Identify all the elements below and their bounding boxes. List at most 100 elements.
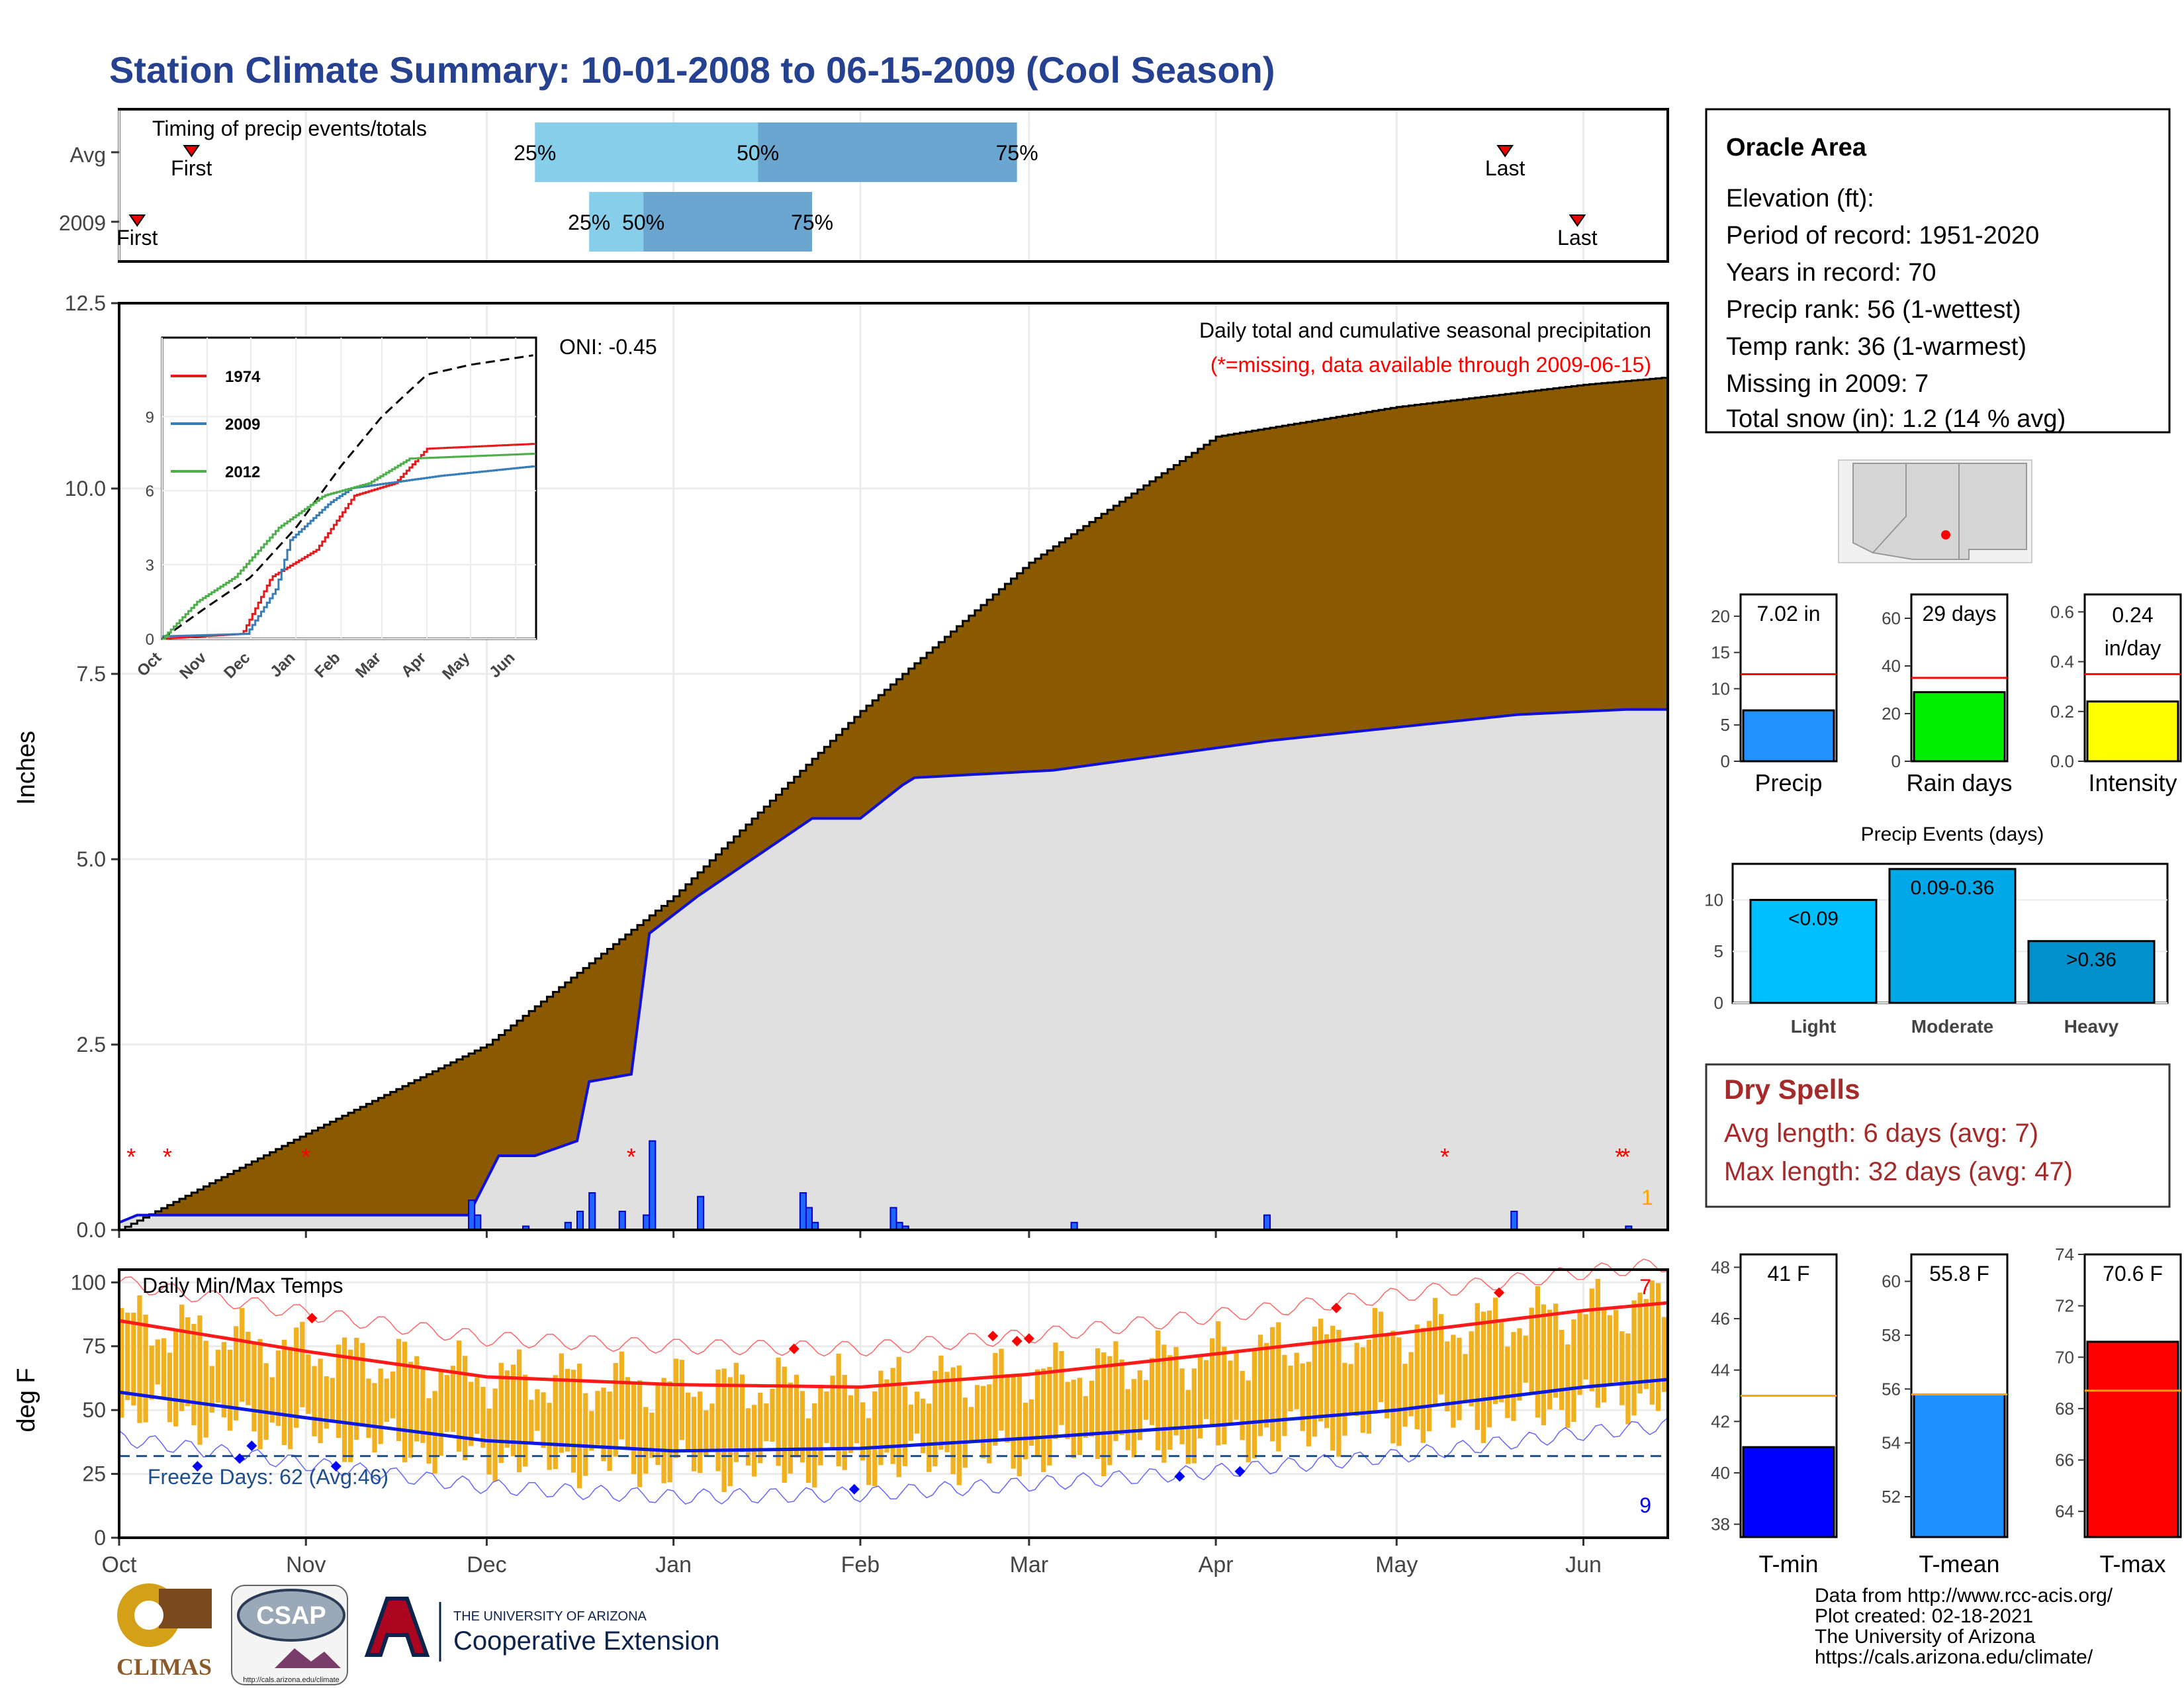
csap-logo: CSAP http://cals.arizona.edu/climate <box>231 1585 348 1685</box>
station-box-frame <box>1705 108 2171 434</box>
daily-temp-range-bar <box>1480 1311 1486 1443</box>
daily-temp-range-bar <box>782 1366 787 1483</box>
precip-panel-frame <box>118 302 1669 1231</box>
daily-temp-range-bar <box>1402 1364 1408 1427</box>
daily-temp-range-bar <box>667 1381 672 1483</box>
daily-temp-range-bar <box>318 1358 323 1444</box>
t-mean-value-label: 55.8 F <box>1929 1262 1989 1286</box>
t-max-ytick-label-2: 68 <box>2055 1399 2074 1419</box>
daily-temp-range-bar <box>619 1351 625 1440</box>
inset-legend-label-2012: 2012 <box>225 463 260 481</box>
daily-temp-range-bar <box>1023 1402 1028 1460</box>
temp-panel-frame <box>118 1268 1669 1539</box>
daily-temp-range-bar <box>1595 1278 1601 1408</box>
daily-temp-range-bar <box>1282 1354 1287 1436</box>
daily-temp-range-bar <box>396 1338 402 1441</box>
daily-temp-range-bar <box>269 1377 275 1423</box>
daily-temp-range-bar <box>246 1331 251 1405</box>
precip-ytick-label-3: 7.5 <box>77 662 106 686</box>
precip-events-bar-light <box>1749 898 1878 1004</box>
daily-temp-range-bar <box>1330 1325 1336 1451</box>
current-cumulative-area <box>119 709 1668 1230</box>
daily-temp-range-bar <box>570 1370 576 1473</box>
daily-temp-range-bar <box>553 1375 558 1470</box>
daily-temp-range-bar <box>1342 1362 1347 1436</box>
timing-row-2009-label: 2009 <box>59 211 106 235</box>
precip-total-value-label: 7.02 in <box>1756 602 1820 626</box>
daily-precip-bar <box>805 1207 813 1231</box>
record-high-marker <box>1331 1302 1342 1313</box>
month-tick-label-2: Dec <box>467 1552 506 1577</box>
daily-temp-range-bar <box>1396 1337 1402 1446</box>
record-high-marker <box>306 1313 318 1324</box>
precip-events-title: Precip Events (days) <box>1861 823 2044 845</box>
daily-temp-range-bar <box>408 1362 414 1458</box>
missing-marker: * <box>627 1143 636 1170</box>
daily-temp-range-bar <box>480 1387 486 1448</box>
daily-temp-range-bar <box>1005 1374 1010 1443</box>
daily-temp-range-bar <box>402 1341 408 1463</box>
daily-temp-range-bar <box>679 1360 685 1440</box>
daily-temp-range-bar <box>914 1391 920 1434</box>
daily-temp-range-bar <box>221 1342 227 1418</box>
daily-temp-range-bar <box>462 1356 468 1460</box>
t-mean-ytick-label-1: 54 <box>1882 1433 1901 1453</box>
precip-total-ytick-label-1: 5 <box>1721 715 1730 735</box>
daily-temp-range-bar <box>251 1343 257 1432</box>
precip-total-ytick-label-3: 15 <box>1711 643 1730 663</box>
daily-temp-range-bar <box>360 1342 365 1427</box>
daily-temp-range-bar <box>1439 1314 1444 1395</box>
daily-temp-range-bar <box>523 1374 528 1467</box>
record-high-envelope <box>118 1258 1668 1357</box>
daily-temp-range-bar <box>1372 1307 1378 1414</box>
daily-temp-range-bar <box>1492 1297 1498 1404</box>
timing-pct-y2009-q25: 25% <box>568 211 610 234</box>
daily-temp-range-bar <box>1390 1331 1396 1444</box>
credit-line-university: The University of Arizona <box>1815 1626 2036 1648</box>
missing-marker: * <box>1440 1143 1449 1170</box>
t-max-ytick-label-3: 70 <box>2055 1347 2074 1367</box>
daily-temp-range-bar <box>1053 1342 1058 1439</box>
intensity-ytick-label-2: 0.4 <box>2050 652 2074 672</box>
daily-temp-range-bar <box>149 1345 154 1400</box>
daily-temp-range-bar <box>691 1397 697 1472</box>
precip-events-category-0: Light <box>1791 1016 1836 1037</box>
precip-events-bar-label-1: 0.09-0.36 <box>1911 877 1995 899</box>
daily-temp-range-bar <box>469 1382 474 1446</box>
daily-temp-range-bar <box>1360 1347 1365 1433</box>
inset-avg-line <box>161 354 533 640</box>
precip-ylabel: Inches <box>13 731 40 805</box>
timing-pct-y2009-q50: 50% <box>622 211 664 234</box>
timing-last-marker-avg <box>1496 145 1514 158</box>
month-tick-label-1: Nov <box>286 1552 326 1577</box>
inset-legend-label-1974: 1974 <box>225 368 261 386</box>
daily-temp-range-bar <box>1077 1378 1082 1456</box>
credit-line-source: Data from http://www.rcc-acis.org/ <box>1815 1585 2113 1607</box>
daily-temp-range-bar <box>872 1391 878 1487</box>
daily-temp-range-bar <box>625 1377 631 1448</box>
daily-temp-range-bar <box>173 1331 179 1427</box>
daily-temp-range-bar <box>799 1391 805 1463</box>
daily-temp-range-bar <box>1451 1335 1456 1428</box>
daily-temp-range-bar <box>908 1404 914 1441</box>
daily-temp-range-bar <box>830 1376 835 1448</box>
daily-precip-bar <box>576 1211 584 1231</box>
rain-days-category-label: Rain days <box>1906 769 2012 796</box>
record-high-marker <box>788 1343 799 1354</box>
daily-temp-range-bar <box>812 1403 817 1488</box>
daily-temp-range-bar <box>698 1391 703 1474</box>
month-tick-label-7: May <box>1375 1552 1418 1577</box>
precip-events-ytick-label-1: 5 <box>1714 941 1723 961</box>
record-low-marker <box>330 1461 341 1472</box>
daily-temp-range-bar <box>209 1366 214 1413</box>
station-line-snow: Total snow (in): 1.2 (14 % avg) <box>1726 405 2066 433</box>
record-low-marker <box>246 1440 257 1452</box>
record-low-marker <box>848 1483 860 1495</box>
temp-ytick-label-3: 75 <box>82 1335 106 1358</box>
precip-events-bar-moderate <box>1888 868 2017 1004</box>
csap-logo-mountains <box>275 1648 341 1668</box>
daily-temp-range-bar <box>347 1349 353 1462</box>
precip-ytick-label-2: 5.0 <box>77 847 106 871</box>
daily-temp-range-bar <box>426 1398 432 1464</box>
